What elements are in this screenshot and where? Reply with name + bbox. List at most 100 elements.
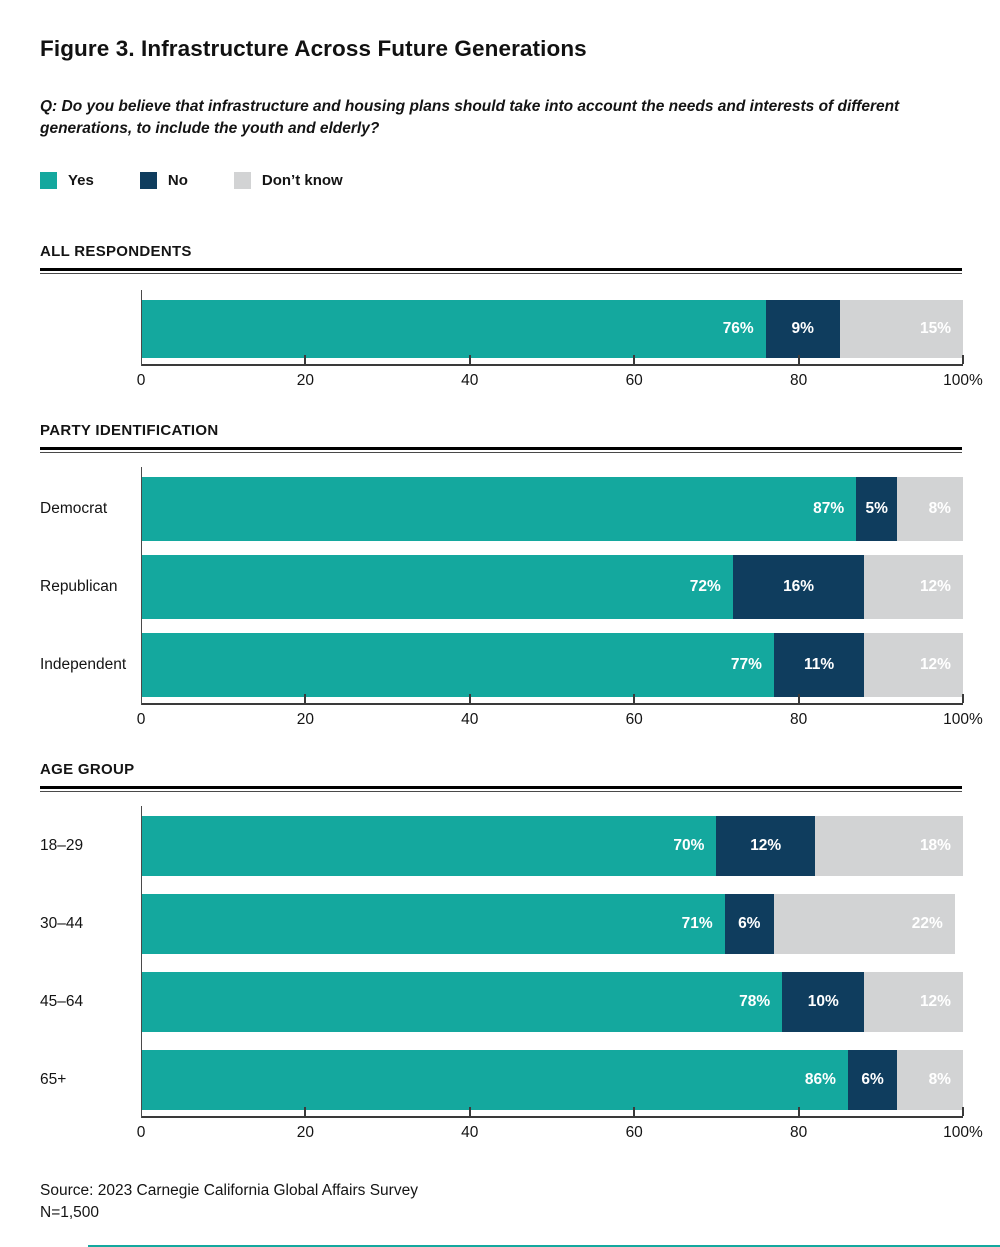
bar-segment-yes: 86% bbox=[141, 1050, 848, 1110]
bars-area: 18–29 70% 12% 18% 30–44 71% 6% 22% 45–64 78% 10% 12… bbox=[40, 789, 963, 1116]
bar-segment-no: 5% bbox=[856, 477, 898, 541]
stacked-bar-chart: 18–29 70% 12% 18% 30–44 71% 6% 22% 45–64 78% 10% 12… bbox=[40, 789, 983, 1144]
chart-sections: ALL RESPONDENTS 76% 9% 15% 0 20 40 60 80 100% PART… bbox=[40, 243, 983, 1144]
x-axis-labels: 0 20 40 60 80 100% bbox=[137, 1124, 983, 1144]
legend-item-dont-know: Don’t know bbox=[233, 172, 343, 189]
bar-value-label: 16% bbox=[783, 578, 815, 595]
bar-segment-no: 9% bbox=[765, 300, 840, 358]
chart-section: PARTY IDENTIFICATION Democrat 87% 5% 8% Repub… bbox=[40, 422, 983, 731]
bar-segment-dont-know: 12% bbox=[864, 633, 963, 697]
bar-segment-yes: 78% bbox=[141, 972, 783, 1032]
bar-segment-yes: 77% bbox=[141, 633, 774, 697]
axis-tick-label: 40 bbox=[461, 711, 479, 728]
bar-row: 45–64 78% 10% 12% bbox=[40, 972, 963, 1032]
axis-tick-label: 80 bbox=[789, 372, 808, 389]
axis-tick-label: 100% bbox=[943, 372, 983, 389]
bar-segment-dont-know: 22% bbox=[773, 894, 955, 954]
bar-value-label: 18% bbox=[919, 837, 951, 854]
bar-segment-dont-know: 15% bbox=[839, 300, 963, 358]
bar-value-label: 12% bbox=[919, 993, 951, 1010]
x-axis-labels: 0 20 40 60 80 100% bbox=[137, 372, 983, 392]
sample-size: N=1,500 bbox=[40, 1204, 100, 1222]
row-label: Independent bbox=[40, 656, 127, 673]
bar-value-label: 86% bbox=[804, 1071, 836, 1088]
bar-segment-dont-know: 8% bbox=[897, 477, 963, 541]
axis-tick bbox=[633, 355, 636, 364]
survey-question: Q: Do you believe that infrastructure an… bbox=[40, 96, 920, 140]
bar-track: 86% 6% 8% bbox=[141, 1050, 963, 1110]
x-axis bbox=[141, 694, 964, 705]
question-line-1: Q: Do you believe that infrastructure an… bbox=[40, 98, 900, 115]
bar-segment-no: 10% bbox=[782, 972, 865, 1032]
axis-tick-label: 0 bbox=[136, 1124, 146, 1141]
bar-value-label: 72% bbox=[689, 578, 721, 595]
axis-tick-label: 80 bbox=[789, 1124, 808, 1141]
axis-tick bbox=[304, 355, 307, 364]
axis-tick-label: 20 bbox=[296, 372, 315, 389]
row-label: 30–44 bbox=[40, 915, 84, 932]
bars-area: Democrat 87% 5% 8% Republican 72% 16% 12% Indepe… bbox=[40, 450, 963, 703]
bar-value-label: 78% bbox=[739, 993, 771, 1010]
bar-segment-no: 12% bbox=[716, 816, 816, 876]
bar-value-label: 12% bbox=[919, 578, 951, 595]
axis-tick bbox=[304, 694, 307, 703]
bar-value-label: 8% bbox=[928, 500, 951, 517]
bar-segment-yes: 76% bbox=[141, 300, 766, 358]
bar-value-label: 71% bbox=[681, 915, 713, 932]
bar-value-label: 76% bbox=[722, 320, 754, 337]
bar-segment-dont-know: 12% bbox=[864, 972, 963, 1032]
source-line: Source: 2023 Carnegie California Global … bbox=[40, 1182, 418, 1199]
section-rule bbox=[40, 268, 962, 274]
y-axis-line bbox=[141, 290, 143, 366]
bar-value-label: 12% bbox=[919, 656, 951, 673]
bottom-accent-line bbox=[88, 1244, 1000, 1247]
row-label: 18–29 bbox=[40, 837, 84, 854]
no-swatch-icon bbox=[139, 172, 157, 189]
axis-tick bbox=[468, 694, 471, 703]
section-rule bbox=[40, 447, 962, 453]
chart-section: ALL RESPONDENTS 76% 9% 15% 0 20 40 60 80 100% bbox=[40, 243, 983, 392]
legend-item-yes: Yes bbox=[40, 172, 94, 189]
bar-value-label: 9% bbox=[791, 320, 814, 337]
bar-row: 30–44 71% 6% 22% bbox=[40, 894, 963, 954]
bar-track: 71% 6% 22% bbox=[141, 894, 963, 954]
bar-row: 76% 9% 15% bbox=[141, 300, 963, 358]
legend-label-yes: Yes bbox=[68, 172, 94, 189]
axis-tick bbox=[962, 1107, 964, 1116]
bars-area: 76% 9% 15% bbox=[141, 271, 963, 364]
dont-know-swatch-icon bbox=[233, 172, 251, 189]
bar-value-label: 15% bbox=[919, 320, 951, 337]
legend: Yes No Don’t know bbox=[40, 172, 962, 189]
bar-track: 77% 11% 12% bbox=[141, 633, 963, 697]
y-axis-line bbox=[141, 806, 143, 1118]
legend-label-dont-know: Don’t know bbox=[261, 172, 343, 189]
axis-tick-label: 60 bbox=[625, 372, 643, 389]
bar-value-label: 8% bbox=[928, 1071, 951, 1088]
legend-label-no: No bbox=[167, 172, 188, 189]
y-axis-line bbox=[141, 467, 143, 705]
axis-tick-label: 60 bbox=[625, 1124, 643, 1141]
bar-value-label: 22% bbox=[911, 915, 943, 932]
row-label: Republican bbox=[40, 578, 118, 595]
section-header: ALL RESPONDENTS bbox=[40, 243, 192, 260]
axis-tick-label: 0 bbox=[136, 372, 146, 389]
x-axis-labels: 0 20 40 60 80 100% bbox=[137, 711, 983, 731]
axis-tick-label: 60 bbox=[625, 711, 643, 728]
x-axis bbox=[141, 355, 964, 366]
bar-value-label: 11% bbox=[804, 656, 835, 673]
axis-tick-label: 20 bbox=[296, 1124, 315, 1141]
bar-segment-yes: 71% bbox=[141, 894, 725, 954]
bar-row: Republican 72% 16% 12% bbox=[40, 555, 963, 619]
bar-row: 65+ 86% 6% 8% bbox=[40, 1050, 963, 1110]
bar-value-label: 77% bbox=[730, 656, 762, 673]
section-rule bbox=[40, 786, 962, 792]
bar-segment-yes: 70% bbox=[141, 816, 717, 876]
axis-tick-label: 80 bbox=[789, 711, 808, 728]
axis-tick-label: 100% bbox=[943, 1124, 983, 1141]
bar-value-label: 70% bbox=[673, 837, 705, 854]
bar-segment-no: 6% bbox=[847, 1050, 898, 1110]
stacked-bar-chart: Democrat 87% 5% 8% Republican 72% 16% 12% Indepe… bbox=[40, 450, 983, 731]
axis-tick-label: 40 bbox=[461, 372, 479, 389]
section-header: AGE GROUP bbox=[40, 761, 135, 778]
